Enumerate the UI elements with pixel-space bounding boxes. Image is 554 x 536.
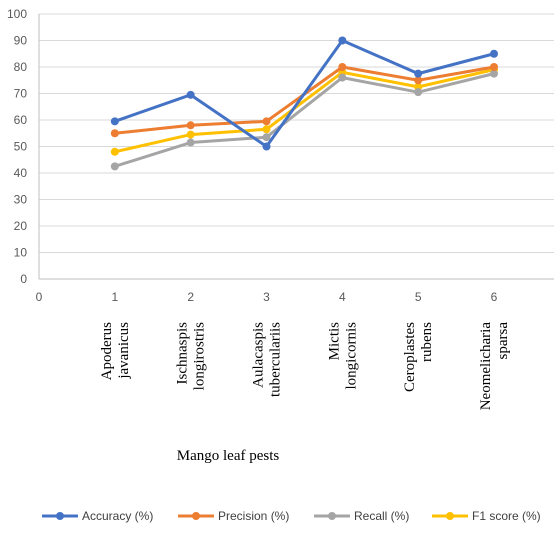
data-point xyxy=(414,88,423,97)
series-lines xyxy=(110,36,498,171)
y-tick-label: 10 xyxy=(14,246,28,260)
y-tick-label: 70 xyxy=(14,87,28,101)
category-label-line: Aulacaspis xyxy=(251,322,267,388)
category-label-line: longirostris xyxy=(192,322,208,390)
axes xyxy=(38,14,554,280)
data-point xyxy=(110,129,119,138)
y-tick-label: 40 xyxy=(14,166,28,180)
legend-swatch-marker xyxy=(192,512,200,520)
data-point xyxy=(490,63,498,71)
data-point xyxy=(110,162,119,171)
data-point xyxy=(490,69,498,78)
data-point xyxy=(262,125,271,134)
category-label-line: Ischnaspis xyxy=(175,322,191,385)
legend-swatch-marker xyxy=(56,512,64,520)
data-point xyxy=(186,130,195,139)
data-point xyxy=(110,117,119,126)
category-label-line: Neomelicharia xyxy=(478,322,494,411)
y-tick-label: 50 xyxy=(14,140,28,154)
data-point xyxy=(110,147,119,156)
category-label: Ceroplastes rubens xyxy=(402,322,435,392)
category-label: Apoderus javanicus xyxy=(99,322,132,380)
x-tick-label: 1 xyxy=(111,290,118,304)
x-tick-label: 6 xyxy=(491,290,498,304)
data-point xyxy=(186,90,195,99)
category-label: Mictis longicornis xyxy=(326,322,359,390)
y-tick-label: 60 xyxy=(14,113,28,127)
legend-label: F1 score (%) xyxy=(472,509,541,523)
y-tick-label: 20 xyxy=(14,219,28,233)
category-label-line: sparsa xyxy=(495,322,511,360)
category-label: Aulacaspis tuberculariis xyxy=(251,322,284,397)
data-point xyxy=(262,142,271,151)
data-point xyxy=(414,76,423,85)
y-tick-label: 100 xyxy=(7,7,27,21)
category-label: Ischnaspis longirostris xyxy=(175,322,208,390)
y-tick-label: 0 xyxy=(20,272,27,286)
data-point xyxy=(414,69,423,78)
category-label-line: rubens xyxy=(419,322,435,362)
y-tick-labels: 0 10 20 30 40 50 60 70 80 90 100 xyxy=(7,7,27,286)
category-label-line: Ceroplastes xyxy=(402,322,418,392)
x-tick-label: 2 xyxy=(187,290,194,304)
legend-label: Recall (%) xyxy=(354,509,409,523)
series-line xyxy=(113,68,496,154)
x-tick-label: 0 xyxy=(36,290,43,304)
legend-swatch-marker xyxy=(328,512,336,520)
legend-label: Accuracy (%) xyxy=(82,509,153,523)
x-tick-label: 4 xyxy=(339,290,346,304)
x-tick-labels: 0 1 2 3 4 5 6 xyxy=(36,290,498,304)
legend-label: Precision (%) xyxy=(218,509,289,523)
legend: Accuracy (%) Precision (%) Recall (%) F1 sc… xyxy=(42,509,541,523)
category-label: Neomelicharia sparsa xyxy=(478,322,511,411)
category-label-line: Mictis xyxy=(326,322,342,360)
y-tick-label: 30 xyxy=(14,193,28,207)
data-point xyxy=(338,63,347,71)
data-point xyxy=(338,73,347,82)
x-tick-label: 5 xyxy=(415,290,422,304)
y-tick-label: 90 xyxy=(14,34,28,48)
y-tick-label: 80 xyxy=(14,60,28,74)
gridlines xyxy=(39,13,554,253)
data-point xyxy=(338,36,347,45)
category-labels: Apoderus javanicus Ischnaspis longirostris A… xyxy=(99,322,511,411)
legend-swatch-marker xyxy=(446,512,454,520)
category-label-line: tuberculariis xyxy=(268,322,284,397)
series-line xyxy=(113,39,496,148)
category-label-line: javanicus xyxy=(116,322,132,380)
data-point xyxy=(490,49,498,58)
category-label-line: Apoderus xyxy=(99,322,115,380)
x-axis-label: Mango leaf pests xyxy=(177,448,280,464)
series-line xyxy=(113,72,496,168)
data-point xyxy=(186,138,195,147)
data-point xyxy=(262,133,271,142)
x-tick-label: 3 xyxy=(263,290,270,304)
data-point xyxy=(186,121,195,130)
category-label-line: longicornis xyxy=(343,322,359,390)
data-point xyxy=(262,117,271,126)
